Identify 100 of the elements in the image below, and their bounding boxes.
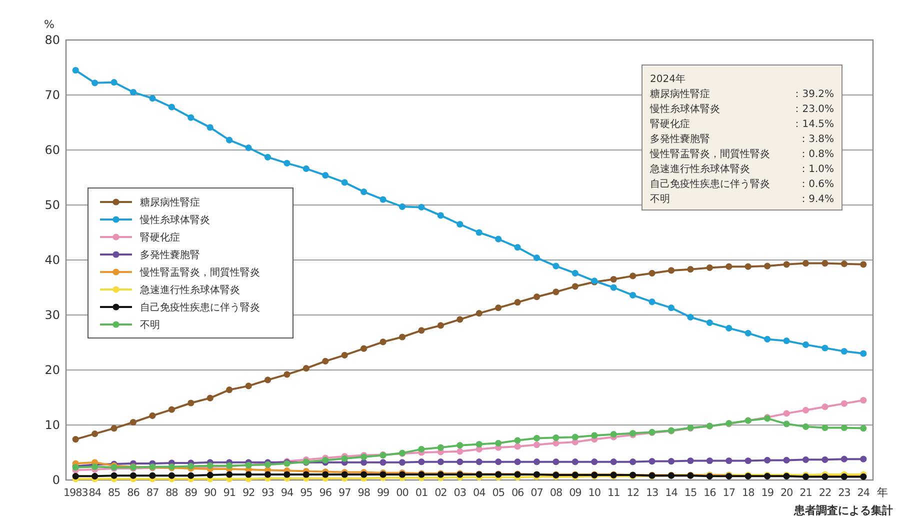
point: [322, 471, 329, 478]
point: [418, 458, 425, 466]
point: [476, 229, 482, 236]
x-axis-title: 年: [877, 486, 888, 499]
x-tick-label: 87: [146, 487, 159, 499]
legend-label: 腎硬化症: [140, 232, 180, 244]
point: [726, 263, 732, 270]
point: [398, 203, 406, 210]
x-tick-label: 20: [780, 487, 793, 499]
point: [302, 365, 310, 372]
point: [302, 471, 310, 478]
point: [437, 444, 444, 451]
point: [706, 457, 713, 464]
point: [264, 471, 272, 478]
point: [648, 270, 656, 276]
point: [840, 260, 848, 268]
x-tick-label: 16: [704, 487, 717, 499]
point: [514, 299, 521, 306]
point: [630, 458, 636, 466]
point: [822, 404, 828, 410]
y-tick-label: 0: [52, 473, 60, 488]
point: [744, 457, 752, 464]
point: [783, 338, 790, 344]
point: [668, 458, 675, 465]
point: [687, 266, 694, 273]
x-tick-label: 04: [473, 487, 486, 499]
point: [418, 327, 425, 334]
point: [572, 270, 578, 276]
point: [706, 319, 713, 326]
text: 患者調査による集計: [793, 504, 893, 517]
point: [130, 418, 137, 426]
point: [72, 436, 79, 443]
point: [822, 260, 828, 267]
point: [726, 457, 732, 464]
legend-label: 不明: [140, 320, 160, 331]
point: [840, 456, 848, 462]
point: [322, 172, 329, 179]
point: [188, 114, 194, 121]
point: [668, 267, 675, 274]
x-tick-label: 13: [646, 487, 658, 499]
point: [552, 288, 560, 296]
point: [802, 260, 810, 267]
point: [495, 458, 502, 466]
annotation: 2024年: [650, 73, 686, 85]
point: [840, 400, 848, 407]
point: [206, 394, 214, 402]
text: 腎硬化症：14.5%: [650, 119, 834, 130]
text: 糖尿病性腎症：39.2%: [650, 89, 834, 100]
x-tick-label: 89: [184, 487, 197, 499]
point: [744, 330, 752, 336]
x-tick-label: 11: [608, 487, 620, 499]
point: [552, 440, 560, 446]
point: [476, 458, 482, 466]
text: 急速進行性糸球体腎炎：1.0%: [650, 164, 834, 175]
point: [380, 196, 386, 203]
point: [726, 324, 732, 332]
x-tick-label: 01: [415, 487, 428, 499]
x-tick-label: 94: [280, 487, 294, 499]
point: [92, 430, 98, 438]
point: [92, 464, 98, 470]
point: [149, 95, 156, 102]
point: [188, 400, 194, 406]
point: [341, 352, 348, 358]
x-tick-label: 05: [492, 487, 504, 499]
point: [687, 314, 694, 320]
point: [783, 420, 790, 428]
point: [552, 262, 560, 270]
point: [687, 457, 694, 464]
x-tick-label: 10: [588, 487, 600, 499]
point: [110, 425, 118, 432]
point: [630, 292, 636, 298]
point: [495, 440, 502, 446]
x-tick-label: 88: [166, 487, 178, 499]
y-tick-label: 70: [44, 88, 60, 102]
point: [206, 124, 214, 131]
point: [591, 458, 598, 466]
x-tick-label: 08: [550, 487, 562, 499]
point: [456, 458, 464, 466]
legend-label: 急速進行性糸球体腎炎: [139, 284, 240, 296]
point: [648, 458, 656, 465]
point: [533, 254, 540, 262]
text: 不明：9.4%: [650, 194, 834, 205]
point: [783, 456, 790, 464]
point: [437, 458, 444, 466]
point: [533, 294, 540, 300]
point: [860, 425, 867, 432]
x-tick-label: 00: [396, 487, 408, 499]
point: [110, 79, 118, 86]
point: [245, 382, 252, 390]
x-tick-label: 93: [262, 487, 274, 499]
x-tick-label: 23: [838, 487, 850, 499]
point: [110, 472, 118, 479]
point: [92, 472, 98, 480]
point: [495, 236, 502, 242]
point: [168, 406, 175, 413]
point: [418, 204, 425, 210]
x-tick-label: 95: [300, 487, 312, 499]
point: [341, 179, 348, 186]
point: [514, 443, 521, 450]
point: [149, 412, 156, 419]
